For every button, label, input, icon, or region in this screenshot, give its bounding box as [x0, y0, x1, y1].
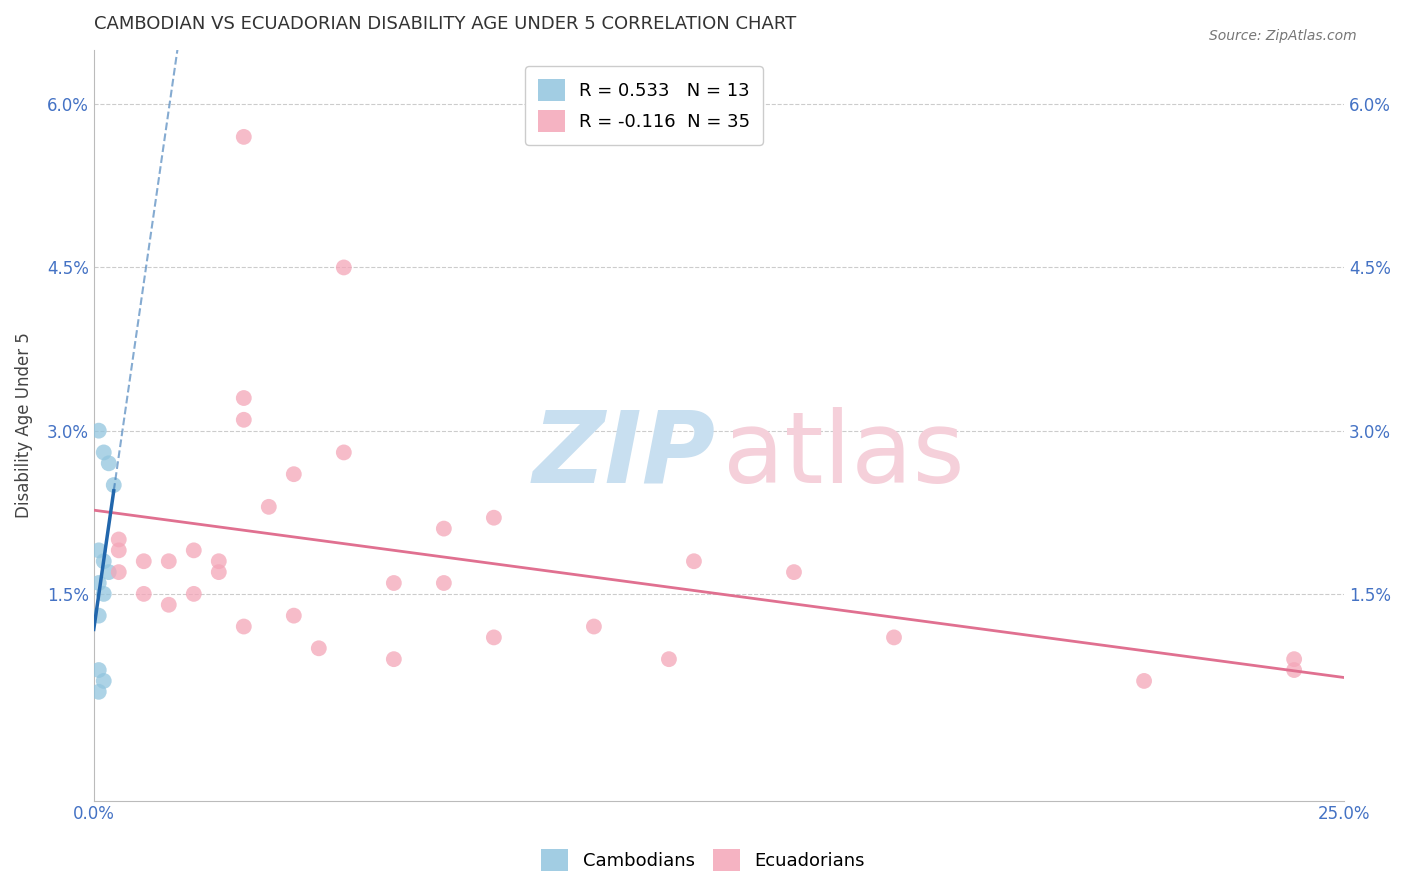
Point: [283, 467, 305, 482]
Text: ZIP: ZIP: [533, 407, 716, 504]
Legend: R = 0.533   N = 13, R = -0.116  N = 35: R = 0.533 N = 13, R = -0.116 N = 35: [524, 66, 763, 145]
Point: [157, 554, 180, 568]
Point: [157, 598, 180, 612]
Point: [283, 608, 305, 623]
Point: [1282, 663, 1305, 677]
Point: [382, 652, 405, 666]
Point: [183, 587, 205, 601]
Point: [232, 619, 254, 633]
Point: [582, 619, 605, 633]
Y-axis label: Disability Age Under 5: Disability Age Under 5: [15, 333, 32, 518]
Point: [1133, 673, 1156, 688]
Point: [103, 478, 125, 492]
Point: [93, 587, 115, 601]
Text: CAMBODIAN VS ECUADORIAN DISABILITY AGE UNDER 5 CORRELATION CHART: CAMBODIAN VS ECUADORIAN DISABILITY AGE U…: [94, 15, 796, 33]
Point: [257, 500, 280, 514]
Point: [1282, 652, 1305, 666]
Point: [87, 685, 110, 699]
Point: [232, 129, 254, 144]
Point: [433, 522, 456, 536]
Point: [333, 260, 356, 275]
Point: [97, 565, 120, 579]
Point: [232, 413, 254, 427]
Point: [97, 456, 120, 470]
Point: [658, 652, 681, 666]
Point: [107, 533, 129, 547]
Point: [87, 543, 110, 558]
Point: [783, 565, 806, 579]
Point: [333, 445, 356, 459]
Point: [107, 543, 129, 558]
Point: [382, 576, 405, 591]
Point: [183, 543, 205, 558]
Point: [93, 445, 115, 459]
Point: [107, 565, 129, 579]
Point: [482, 631, 505, 645]
Point: [433, 576, 456, 591]
Point: [232, 391, 254, 405]
Point: [87, 576, 110, 591]
Point: [208, 554, 231, 568]
Point: [87, 608, 110, 623]
Point: [93, 673, 115, 688]
Point: [482, 510, 505, 524]
Point: [87, 663, 110, 677]
Point: [132, 554, 155, 568]
Text: atlas: atlas: [723, 407, 965, 504]
Point: [87, 424, 110, 438]
Legend: Cambodians, Ecuadorians: Cambodians, Ecuadorians: [534, 842, 872, 879]
Point: [208, 565, 231, 579]
Point: [308, 641, 330, 656]
Point: [883, 631, 905, 645]
Point: [683, 554, 706, 568]
Text: Source: ZipAtlas.com: Source: ZipAtlas.com: [1209, 29, 1357, 43]
Point: [132, 587, 155, 601]
Point: [93, 554, 115, 568]
